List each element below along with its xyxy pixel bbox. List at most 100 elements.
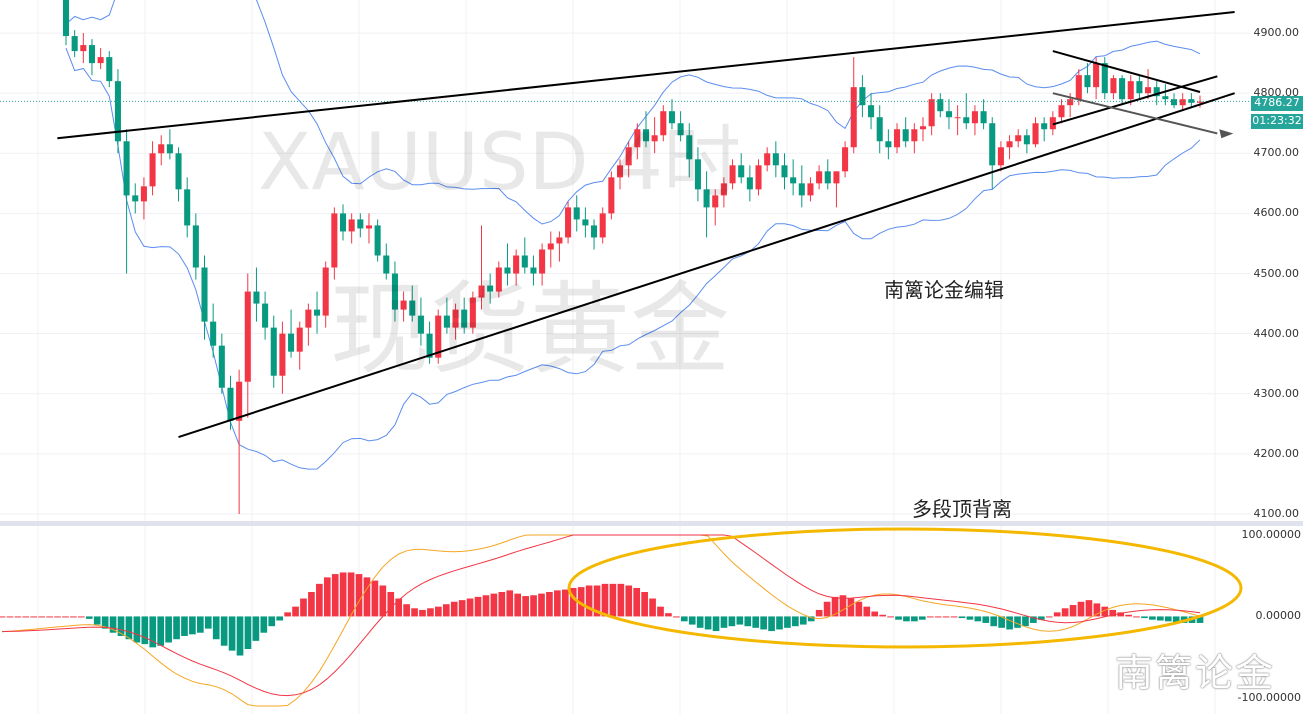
candle-body — [288, 333, 295, 352]
candle-body — [253, 291, 260, 304]
osc-histogram-bar — [30, 616, 38, 618]
candle-body — [1171, 99, 1178, 106]
candle-body — [573, 207, 580, 220]
candle-body — [184, 189, 191, 226]
osc-histogram-bar — [347, 572, 355, 617]
candle-body — [651, 135, 658, 142]
osc-histogram-bar — [101, 616, 109, 629]
candle-body — [305, 309, 312, 328]
osc-histogram-bar — [371, 580, 379, 617]
candle-body — [547, 243, 554, 250]
candle-body — [1119, 78, 1126, 100]
osc-histogram-bar — [950, 616, 958, 618]
osc-histogram-bar — [339, 572, 347, 617]
osc-histogram-bar — [546, 592, 553, 617]
candle-body — [88, 45, 95, 64]
candle-body — [772, 153, 779, 166]
osc-histogram-bar — [292, 606, 299, 617]
osc-histogram-bar — [78, 616, 85, 618]
subtitle-watermark: 现货黄金 — [330, 271, 730, 388]
candle-body — [616, 165, 624, 178]
osc-histogram-bar — [736, 616, 744, 625]
candle-body — [660, 111, 667, 136]
osc-histogram-bar — [1172, 616, 1180, 623]
osc-histogram-bar — [93, 616, 101, 625]
candle-body — [296, 327, 303, 352]
candle-body — [383, 255, 390, 274]
candle-body — [746, 177, 753, 190]
osc-histogram-bar — [220, 616, 228, 646]
osc-histogram-bar — [1196, 616, 1204, 623]
osc-histogram-bar — [1014, 616, 1021, 628]
candle-body — [218, 345, 225, 388]
candle-body — [677, 123, 684, 136]
candle-body — [314, 309, 321, 316]
osc-histogram-bar — [522, 596, 529, 617]
osc-histogram-bar — [561, 589, 569, 617]
osc-histogram-bar — [847, 598, 855, 617]
osc-histogram-bar — [6, 616, 14, 618]
osc-histogram-bar — [1077, 601, 1085, 617]
candle-body — [1179, 99, 1186, 106]
osc-histogram-bar — [601, 583, 609, 617]
upper-trendline — [57, 11, 1235, 140]
osc-histogram-bar — [823, 601, 831, 617]
candle-body — [842, 147, 849, 172]
divergence-ellipse — [567, 527, 1243, 649]
osc-histogram-bar — [974, 616, 982, 622]
candle-body — [945, 111, 952, 118]
osc-histogram-bar — [776, 616, 783, 630]
candle-body — [1093, 63, 1100, 88]
candle-body — [893, 129, 901, 148]
osc-histogram-bar — [236, 616, 244, 656]
candle-body — [469, 297, 476, 328]
y-tick-label: 4600.00 — [1253, 206, 1300, 220]
osc-histogram-bar — [514, 593, 522, 617]
candle-body — [712, 195, 719, 208]
osc-histogram-bar — [903, 616, 910, 622]
candle-body — [1041, 123, 1048, 130]
osc-histogram-bar — [1117, 612, 1124, 617]
candle-body — [322, 267, 329, 316]
countdown-tag: 01:23:32 — [1251, 114, 1303, 129]
osc-tick-label: -100.00000 — [1237, 690, 1301, 704]
candle-body — [1032, 123, 1039, 145]
candle-body — [798, 183, 805, 196]
candle-body — [158, 144, 165, 154]
osc-histogram-bar — [109, 616, 117, 633]
osc-histogram-bar — [744, 616, 752, 627]
candle-body — [391, 273, 398, 310]
divergence-annotation: 多段顶背离 — [912, 497, 1012, 521]
osc-histogram-bar — [942, 616, 950, 618]
osc-histogram-bar — [617, 583, 625, 617]
candle-body — [599, 213, 606, 238]
osc-histogram-bar — [958, 616, 966, 619]
osc-histogram-bar — [1164, 616, 1172, 622]
osc-histogram-bar — [530, 595, 537, 617]
candle-body — [582, 219, 589, 226]
candle-body — [1075, 75, 1082, 100]
osc-histogram-bar — [926, 616, 934, 618]
osc-histogram-bar — [760, 616, 767, 630]
osc-histogram-bar — [855, 601, 863, 617]
candle-body — [1127, 81, 1134, 100]
osc-histogram-bar — [181, 616, 188, 636]
osc-histogram-bar — [696, 616, 704, 628]
projection-line — [1052, 92, 1218, 135]
osc-histogram-bar — [1101, 606, 1109, 617]
last-price-tag: 4786.27 — [1251, 96, 1303, 111]
candle-body — [625, 147, 632, 166]
osc-histogram-bar — [1037, 616, 1045, 620]
osc-histogram-bar — [1022, 616, 1029, 627]
osc-histogram-bar — [133, 616, 141, 643]
osc-histogram-bar — [379, 585, 387, 617]
osc-histogram-bar — [363, 577, 371, 617]
candle-body — [989, 123, 996, 166]
candle-body — [504, 267, 511, 274]
candle-body — [1101, 63, 1108, 94]
osc-tick-label: 100.00000 — [1241, 528, 1302, 541]
candle-body — [764, 153, 771, 166]
y-tick-label: 4400.00 — [1253, 326, 1300, 340]
